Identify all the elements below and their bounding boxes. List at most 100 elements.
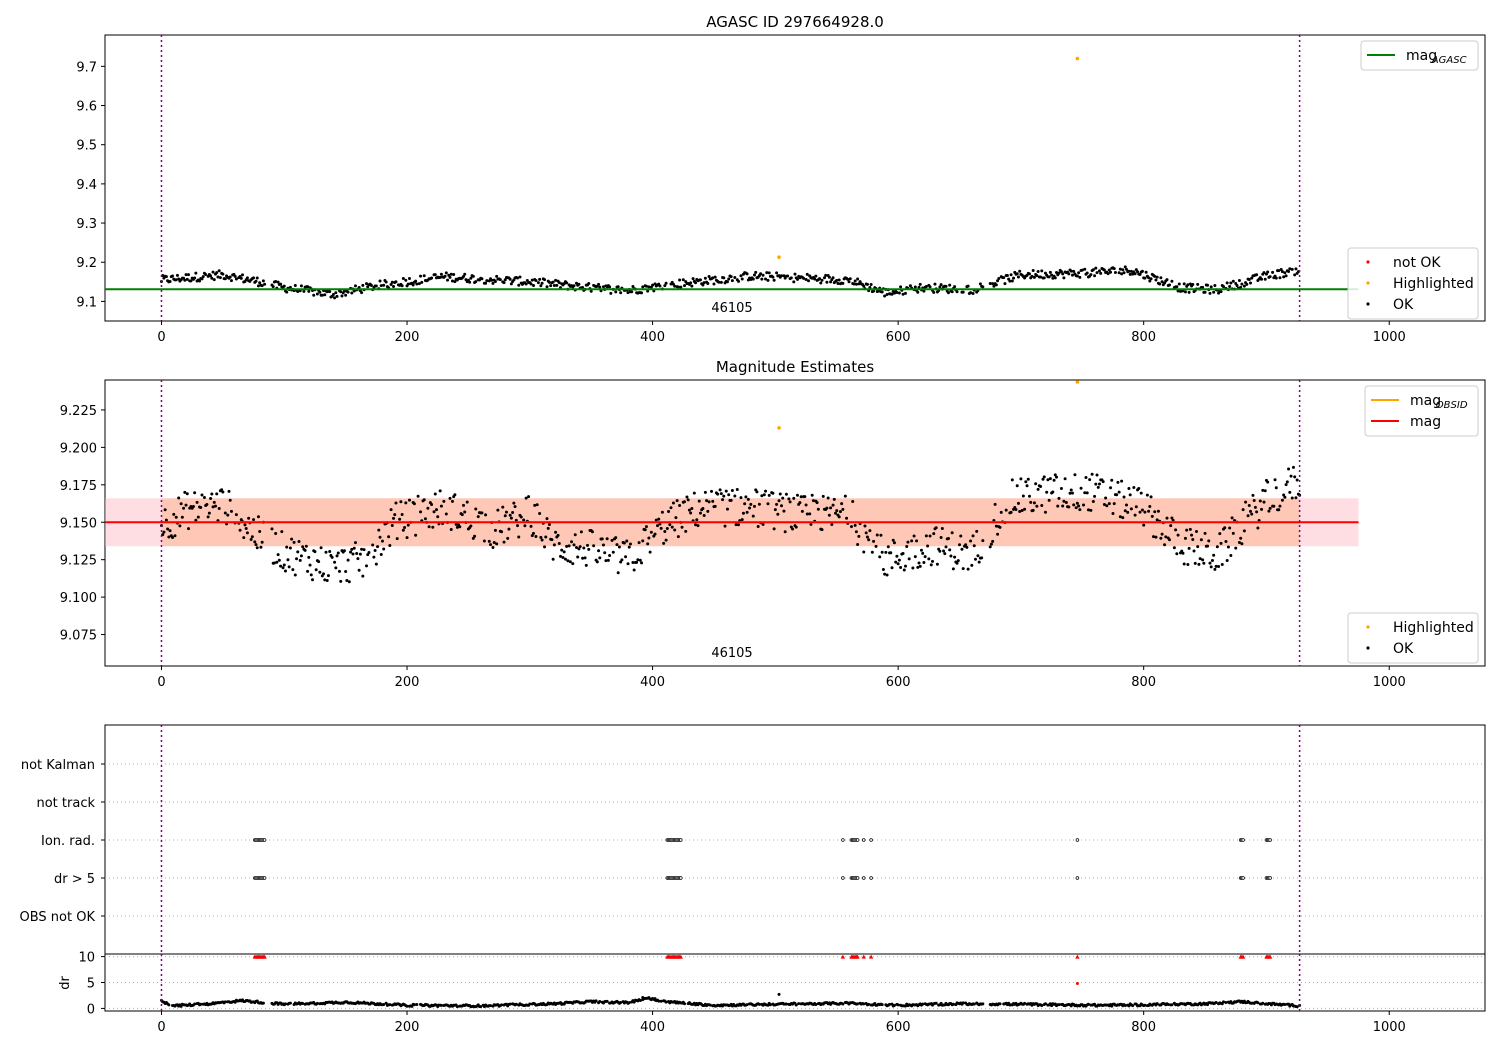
- ok-point: [212, 278, 216, 282]
- ok-point: [574, 545, 578, 549]
- ok-point: [944, 545, 948, 549]
- ok-point: [778, 492, 782, 496]
- ok-point: [862, 1002, 866, 1006]
- ok-point: [1050, 273, 1054, 277]
- ok-point: [627, 1001, 631, 1005]
- ok-point: [804, 503, 808, 507]
- ok-point: [1128, 493, 1132, 497]
- ok-point: [546, 526, 550, 530]
- ok-point: [779, 274, 783, 278]
- ok-point: [554, 278, 558, 282]
- ok-point: [1047, 275, 1051, 279]
- ok-point: [959, 534, 963, 538]
- ok-point: [549, 284, 553, 288]
- ok-point: [202, 495, 206, 499]
- ok-point: [1247, 504, 1251, 508]
- y-tick-label: 9.4: [76, 178, 97, 193]
- ok-point: [601, 543, 605, 547]
- ok-point: [1246, 514, 1250, 518]
- ok-point: [646, 289, 650, 293]
- ok-point: [531, 531, 535, 535]
- ok-point: [1295, 478, 1299, 482]
- ok-point: [955, 290, 959, 294]
- ok-point: [482, 539, 486, 543]
- ok-point: [229, 279, 233, 283]
- ok-point: [981, 539, 985, 543]
- clipped-dr-marker: [678, 954, 684, 959]
- ok-point: [463, 272, 467, 276]
- highlighted-point: [777, 255, 781, 259]
- ok-point: [1237, 279, 1241, 283]
- ok-point: [760, 277, 764, 281]
- ok-point: [550, 538, 554, 542]
- ok-point: [918, 282, 922, 286]
- highlighted-point: [1075, 380, 1080, 384]
- ok-point: [958, 543, 962, 547]
- ok-point: [344, 293, 348, 297]
- ok-point: [342, 549, 346, 553]
- ok-point: [489, 1004, 493, 1008]
- ok-point: [931, 559, 935, 563]
- ok-point: [1155, 275, 1159, 279]
- ok-point: [427, 525, 431, 529]
- ok-point: [1203, 290, 1207, 294]
- ok-point: [179, 502, 183, 506]
- ok-point: [638, 558, 642, 562]
- ok-point: [1206, 544, 1210, 548]
- ok-point: [458, 525, 462, 529]
- ok-point: [670, 525, 674, 529]
- ok-point: [1247, 277, 1251, 281]
- ok-point: [450, 499, 454, 503]
- ok-point: [394, 501, 398, 505]
- ok-point: [495, 542, 499, 546]
- ok-point: [414, 533, 418, 537]
- ok-point: [260, 284, 264, 288]
- ok-point: [843, 494, 847, 498]
- ok-point: [534, 279, 538, 283]
- ok-point: [756, 524, 760, 528]
- flag-point: [1268, 876, 1272, 880]
- ok-point: [204, 272, 208, 276]
- ok-point: [279, 564, 283, 568]
- ok-point: [578, 545, 582, 549]
- ok-point: [955, 561, 959, 565]
- ok-point: [851, 500, 855, 504]
- ok-point: [340, 294, 344, 298]
- ok-point: [665, 526, 669, 530]
- ok-point: [836, 281, 840, 285]
- ok-point: [939, 283, 943, 287]
- ok-point: [395, 537, 399, 541]
- ok-point: [853, 523, 857, 527]
- ok-point: [301, 545, 305, 549]
- ok-point: [339, 290, 343, 294]
- ok-point: [382, 283, 386, 287]
- ok-point: [874, 544, 878, 548]
- ok-point: [707, 500, 711, 504]
- ok-point: [1213, 284, 1217, 288]
- ok-point: [234, 277, 238, 281]
- ok-point: [830, 523, 834, 527]
- ok-point: [664, 281, 668, 285]
- ok-point: [196, 515, 200, 519]
- ok-point: [533, 503, 537, 507]
- ok-point: [1185, 528, 1189, 532]
- flag-point: [1075, 876, 1080, 880]
- ok-point: [971, 291, 975, 295]
- ok-point: [1099, 271, 1103, 275]
- ok-point: [741, 511, 745, 515]
- obsid-annotation: 46105: [711, 646, 752, 661]
- ok-point: [903, 564, 907, 568]
- ok-point: [680, 525, 684, 529]
- ok-point: [308, 563, 312, 567]
- ok-point: [539, 535, 543, 539]
- ok-point: [1034, 482, 1038, 486]
- ok-point: [1039, 275, 1043, 279]
- ok-point: [226, 513, 230, 517]
- ok-point: [322, 572, 326, 576]
- ok-point: [1064, 500, 1068, 504]
- ok-point: [1191, 538, 1195, 542]
- ok-point: [737, 523, 741, 527]
- ok-point: [725, 507, 729, 511]
- ok-point: [503, 278, 507, 282]
- ok-point: [964, 543, 968, 547]
